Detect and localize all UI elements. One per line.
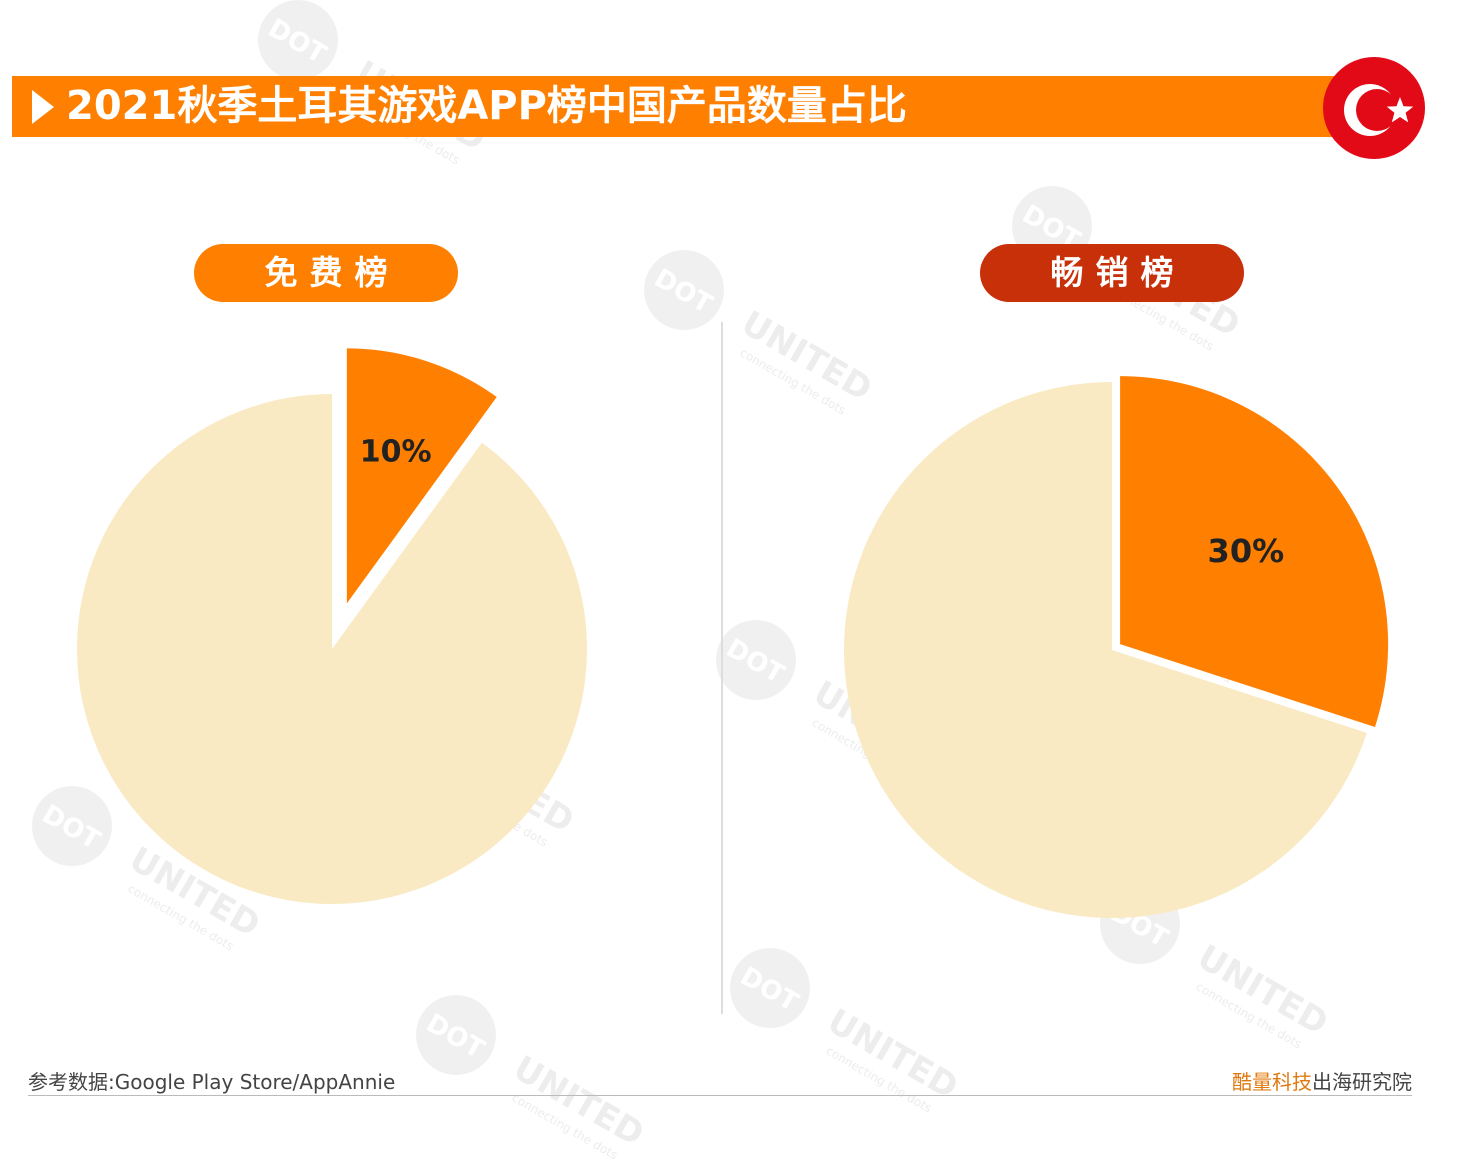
title-bar: 2021秋季土耳其游戏APP榜中国产品数量占比 [12,76,1362,137]
pie-slice [346,348,497,604]
slice-data-label: 30% [1208,532,1285,570]
footer-divider [28,1095,1412,1096]
brand-credit: 酷量科技出海研究院 [1232,1066,1412,1095]
watermark-logo: DOT UNITED connecting the dots [644,250,879,417]
page-title: 2021秋季土耳其游戏APP榜中国产品数量占比 [66,83,907,129]
watermark-logo: DOT UNITED connecting the dots [730,948,965,1115]
grossing-pie-chart: 30% [844,376,1389,918]
grossing-chart-title-pill: 畅销榜 [980,244,1244,302]
watermark-logo: DOT UNITED connecting the dots [416,995,651,1162]
turkey-flag-icon [1323,57,1425,159]
brand-highlight: 酷量科技 [1232,1070,1312,1094]
play-arrow-icon [32,90,54,124]
pie-slice [1120,376,1389,727]
pie-slice [77,394,587,904]
slice-data-label: 10% [360,434,432,469]
free-chart-title-pill: 免费榜 [194,244,458,302]
free-pie-chart: 10% [77,348,587,904]
brand-rest: 出海研究院 [1312,1070,1412,1094]
chart-divider [721,322,723,1014]
pie-slice [844,382,1367,918]
data-source-note: 参考数据:Google Play Store/AppAnnie [28,1070,396,1094]
